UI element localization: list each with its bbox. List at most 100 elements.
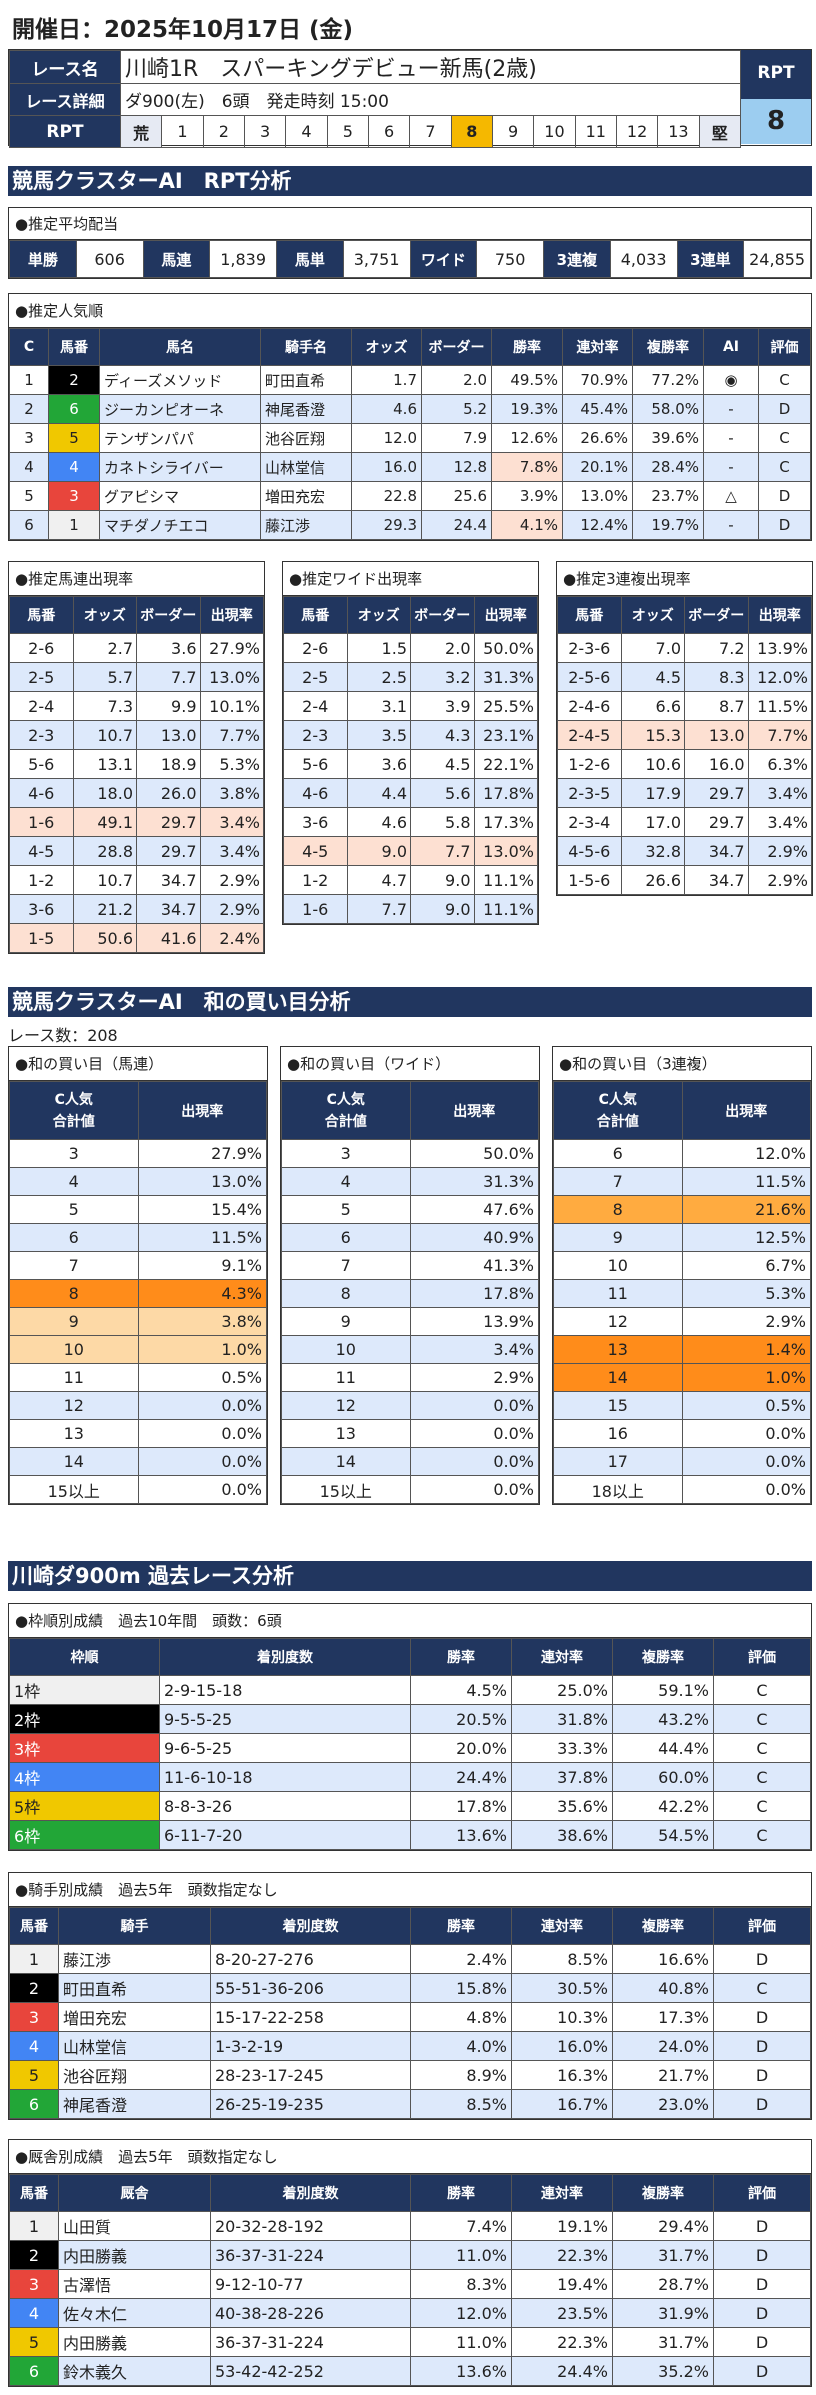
place2-rate: 19.1% <box>511 2211 613 2241</box>
combination: 4-5 <box>283 836 348 866</box>
column-header: ボーダー <box>410 596 475 634</box>
rate: 13.9% <box>409 1307 539 1336</box>
column-header: 連対率 <box>511 1907 613 1945</box>
horse-number: 5 <box>9 2327 59 2357</box>
border: 3.2 <box>410 662 475 692</box>
rate: 0.0% <box>409 1391 539 1420</box>
popularity-rank: 1 <box>9 365 49 395</box>
sum-value: 18以上 <box>553 1475 683 1504</box>
header-line: 合計値 <box>596 1113 639 1130</box>
win-rate: 20.0% <box>410 1733 512 1763</box>
column-header: AI <box>703 328 759 366</box>
table-row: 2-3-6 7.0 7.2 13.9% <box>557 633 812 663</box>
place2-rate: 25.0% <box>511 1675 613 1705</box>
table-row: 4-5 9.0 7.7 13.0% <box>283 836 538 866</box>
odds: 4.7 <box>346 865 411 895</box>
popularity-title: ●推定人気順 <box>9 294 811 328</box>
horse-number: 2 <box>48 365 100 395</box>
table-row: 2枠 9-5-5-25 20.5% 31.8% 43.2% C <box>9 1704 811 1734</box>
column-header: 複勝率 <box>612 1638 714 1676</box>
rpt-scale-cell: 3 <box>243 115 287 148</box>
section-sum-analysis: 競馬クラスターAI 和の買い目分析 <box>8 987 812 1017</box>
border: 18.9 <box>136 749 201 779</box>
border: 29.7 <box>684 807 749 837</box>
horse-number: 3 <box>48 481 100 511</box>
border: 34.7 <box>684 865 749 895</box>
border: 2.0 <box>410 633 475 663</box>
rate: 31.3% <box>409 1167 539 1196</box>
odds: 15.3 <box>620 720 685 750</box>
column-header: 騎手 <box>58 1907 211 1945</box>
table-row: 2-3 3.5 4.3 23.1% <box>283 720 538 750</box>
table-row: 1 山田質 20-32-28-192 7.4% 19.1% 29.4% D <box>9 2211 811 2241</box>
rate: 13.9% <box>747 633 812 663</box>
jockey-name: 池谷匠翔 <box>260 423 352 453</box>
grade: D <box>758 481 811 511</box>
table-row: 1-6 7.7 9.0 11.1% <box>283 894 538 924</box>
table-row: 11 2.9% <box>281 1363 539 1392</box>
table-row: 11 0.5% <box>9 1363 267 1392</box>
table-row: 4-5 28.8 29.7 3.4% <box>9 836 264 866</box>
sum-value: 7 <box>281 1251 411 1280</box>
rate: 11.1% <box>473 865 538 895</box>
column-header: 出現率 <box>473 596 538 634</box>
table-row: 4 佐々木仁 40-38-28-226 12.0% 23.5% 31.9% D <box>9 2298 811 2328</box>
win-rate: 15.8% <box>410 1973 512 2003</box>
table-row: 3-6 21.2 34.7 2.9% <box>9 894 264 924</box>
jockey-name: 町田直希 <box>58 1973 211 2003</box>
grade: D <box>713 2298 811 2328</box>
combination: 2-5 <box>9 662 74 692</box>
column-header-sum: C人気 合計値 <box>281 1081 411 1140</box>
column-header-rate: 出現率 <box>681 1081 811 1140</box>
odds: 50.6 <box>72 923 137 953</box>
horse-number: 1 <box>9 2211 59 2241</box>
border: 12.8 <box>421 452 492 482</box>
place2-rate: 45.4% <box>562 394 633 424</box>
combination: 1-6 <box>283 894 348 924</box>
rate: 0.5% <box>681 1391 811 1420</box>
rate: 13.0% <box>137 1167 267 1196</box>
sum-value: 4 <box>281 1167 411 1196</box>
rate: 25.5% <box>473 691 538 721</box>
table-row: 1-5 50.6 41.6 2.4% <box>9 923 264 953</box>
combination: 2-3-5 <box>557 778 622 808</box>
border: 9.0 <box>410 865 475 895</box>
column-header-sum: C人気 合計値 <box>9 1081 139 1140</box>
rpt-scale-cell: 7 <box>409 115 452 148</box>
odds: 10.7 <box>72 865 137 895</box>
place2-rate: 10.3% <box>511 2002 613 2032</box>
combination: 5-6 <box>283 749 348 779</box>
rpt-scale-cell: 2 <box>202 115 245 148</box>
jockey-name: 増田充宏 <box>260 481 352 511</box>
combination: 2-4-5 <box>557 720 622 750</box>
popularity-rank: 3 <box>9 423 49 453</box>
sum-value: 11 <box>553 1279 683 1308</box>
odds: 7.3 <box>72 691 137 721</box>
table-row: 2-5 5.7 7.7 13.0% <box>9 662 264 692</box>
frame: 5枠 <box>9 1791 160 1821</box>
sum-value: 9 <box>553 1223 683 1252</box>
table-row: 16 0.0% <box>553 1419 811 1448</box>
trainer-name: 山田質 <box>58 2211 211 2241</box>
table-row: 6 11.5% <box>9 1223 267 1252</box>
ai-mark: - <box>703 423 759 453</box>
table-row: 5 内田勝義 36-37-31-224 11.0% 22.3% 31.7% D <box>9 2327 811 2357</box>
rate: 12.0% <box>747 662 812 692</box>
table-row: 4 山林堂信 1-3-2-19 4.0% 16.0% 24.0% D <box>9 2031 811 2061</box>
win-rate: 4.5% <box>410 1675 512 1705</box>
rate: 2.4% <box>199 923 264 953</box>
trainer-name: 古澤悟 <box>58 2269 211 2299</box>
finish-record: 20-32-28-192 <box>210 2211 411 2241</box>
table-row: 8 4.3% <box>9 1279 267 1308</box>
place2-rate: 16.7% <box>511 2089 613 2119</box>
payout-label: 馬単 <box>276 240 344 278</box>
table-row: 2-3-4 17.0 29.7 3.4% <box>557 807 812 837</box>
grade: C <box>758 452 811 482</box>
place2-rate: 22.3% <box>511 2240 613 2270</box>
horse-name: マチダノチエコ <box>99 510 261 540</box>
odds: 28.8 <box>72 836 137 866</box>
sum-value: 13 <box>9 1419 139 1448</box>
trainer-title: ●厩舎別成績 過去5年 頭数指定なし <box>9 2140 811 2174</box>
combo-title: ●推定ワイド出現率 <box>283 562 538 596</box>
horse-name: グアピシマ <box>99 481 261 511</box>
